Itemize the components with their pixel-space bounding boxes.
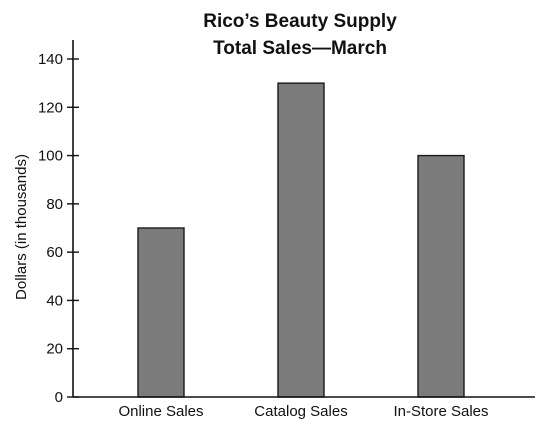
y-tick-label: 120 bbox=[38, 99, 63, 116]
y-tick-label: 140 bbox=[38, 51, 63, 68]
y-tick-label: 100 bbox=[38, 148, 63, 165]
x-category-label: In-Store Sales bbox=[393, 403, 488, 420]
y-tick-label: 80 bbox=[46, 196, 63, 213]
axes-layer bbox=[72, 40, 535, 398]
bar-online-sales bbox=[137, 227, 185, 398]
category-labels-layer: Online Sales Catalog Sales In-Store Sales bbox=[118, 403, 488, 420]
x-category-label: Catalog Sales bbox=[254, 403, 347, 420]
ticks-layer: 0 20 40 60 80 100 120 140 bbox=[38, 51, 79, 406]
y-tick-label: 20 bbox=[46, 341, 63, 358]
bars-layer bbox=[137, 82, 465, 398]
x-category-label: Online Sales bbox=[118, 403, 203, 420]
bar-catalog-sales bbox=[277, 82, 325, 398]
y-tick-label: 60 bbox=[46, 244, 63, 261]
bar-in-store-sales bbox=[417, 154, 465, 398]
y-axis-label: Dollars (in thousands) bbox=[13, 154, 30, 300]
y-tick-label: 40 bbox=[46, 292, 63, 309]
y-tick-label: 0 bbox=[55, 389, 63, 406]
chart-title: Rico’s Beauty Supply bbox=[203, 11, 397, 32]
chart-subtitle: Total Sales—March bbox=[213, 38, 387, 59]
